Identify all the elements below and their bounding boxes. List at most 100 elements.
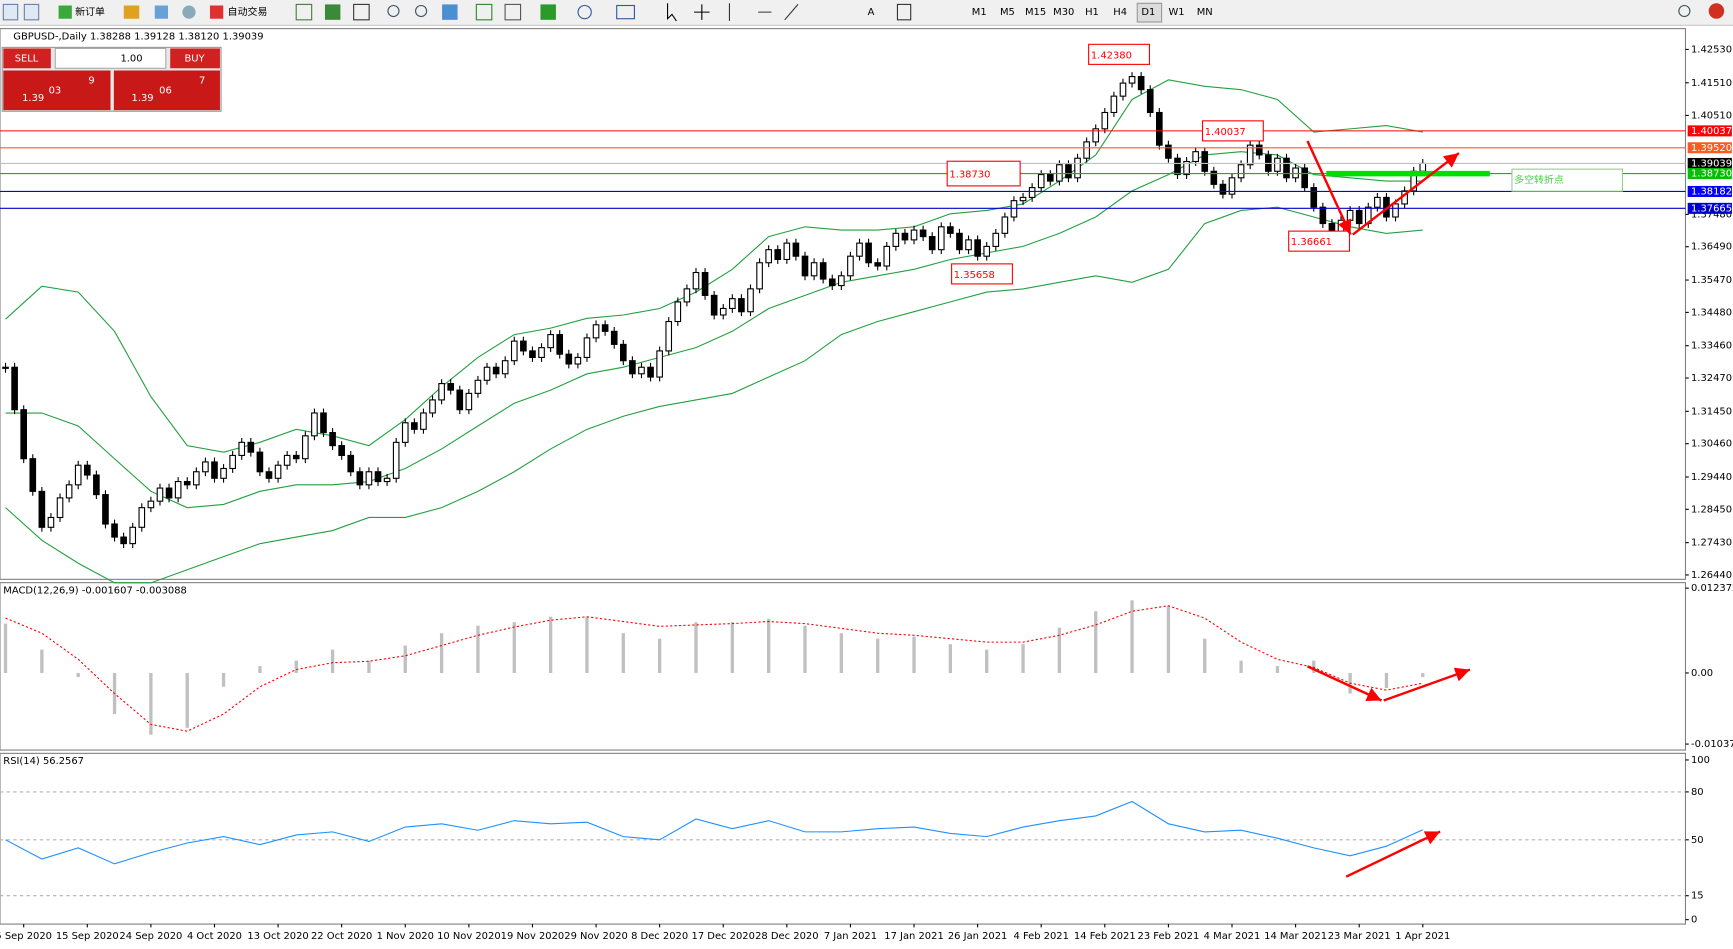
timeframe-button[interactable]: MN (1197, 7, 1213, 18)
candle (865, 242, 872, 264)
candle (256, 451, 264, 473)
y-tick-label: 1.26440 (1691, 570, 1732, 581)
timeframe-button[interactable]: D1 (1141, 7, 1155, 18)
candle (1165, 144, 1172, 159)
y-tick-label: 1.31450 (1691, 406, 1732, 417)
y-tick-label: 1.34480 (1691, 307, 1732, 318)
candle (792, 242, 800, 257)
candle (956, 232, 963, 251)
candle (937, 226, 945, 251)
new-order-button[interactable]: 新订单 (75, 5, 105, 18)
candle (283, 454, 291, 466)
sell-button[interactable] (3, 48, 51, 69)
auto-trading-button[interactable]: 自动交易 (228, 5, 268, 18)
candle (1292, 167, 1299, 179)
candle (1174, 157, 1181, 176)
macd-bar (985, 649, 989, 673)
ask-pips: 06 (159, 85, 172, 96)
candle (1028, 187, 1036, 198)
candle (265, 471, 273, 479)
candle (701, 271, 709, 296)
x-tick-label: 17 Dec 2020 (692, 931, 755, 942)
ask-big: 1.39 (132, 93, 154, 104)
timeframe-button[interactable]: W1 (1168, 7, 1184, 18)
candle (983, 245, 991, 257)
y-tick-label: 1.32470 (1691, 373, 1732, 384)
price-annotation-box (1288, 230, 1351, 252)
candle (102, 494, 109, 525)
timeframe-button[interactable]: M15 (1025, 7, 1046, 18)
buy-label[interactable]: BUY (184, 53, 205, 64)
candle (292, 454, 300, 460)
timeframe-button[interactable]: H1 (1085, 7, 1099, 18)
macd-bar (258, 666, 262, 673)
candle (74, 464, 82, 486)
candle (1319, 206, 1327, 225)
y-tick-label: 1.41510 (1691, 78, 1732, 89)
price-annotation-box (951, 263, 1013, 285)
candle (93, 474, 100, 496)
candle (183, 481, 191, 486)
y-tick-label: 50 (1691, 835, 1704, 846)
level-label: 1.38182 (1691, 186, 1732, 197)
candle (1083, 141, 1090, 159)
candle (556, 334, 564, 355)
timeframe-button[interactable]: M1 (972, 7, 987, 18)
candle (1219, 183, 1227, 195)
candle (1065, 164, 1072, 179)
candle (438, 383, 445, 401)
level-tag (1687, 202, 1732, 214)
price-annotation: 1.42380 (1091, 50, 1132, 61)
timeframe-button[interactable]: M5 (1000, 7, 1015, 18)
candle (1310, 187, 1318, 208)
x-tick-label: 4 Oct 2020 (187, 931, 242, 942)
candle (447, 383, 455, 391)
candle (1237, 164, 1245, 179)
candle (229, 454, 236, 470)
candle (638, 366, 645, 375)
x-tick-label: 5 Sep 2020 (0, 931, 52, 942)
candle (138, 507, 146, 528)
candle (1192, 151, 1199, 163)
macd-bar (1057, 627, 1062, 673)
candle (274, 464, 282, 479)
candle (583, 337, 591, 358)
timeframe-active (1136, 2, 1163, 23)
y-tick-label: 1.35470 (1691, 275, 1732, 286)
macd-bar (512, 622, 516, 673)
candle (65, 484, 73, 499)
x-tick-label: 15 Sep 2020 (56, 931, 119, 942)
candle (129, 526, 137, 545)
candle (29, 458, 37, 492)
buy-button[interactable] (170, 48, 220, 69)
price-annotation: 1.35658 (954, 270, 995, 281)
candle (156, 487, 164, 502)
timeframe-button[interactable]: H4 (1113, 7, 1127, 18)
x-tick-label: 4 Feb 2021 (1013, 931, 1068, 942)
bid-box[interactable] (3, 70, 111, 111)
candle (592, 324, 600, 339)
bid-pips: 03 (49, 85, 62, 96)
level-label: 1.39039 (1691, 158, 1732, 169)
timeframe-button[interactable]: M30 (1053, 7, 1074, 18)
candle (192, 471, 200, 486)
y-tick-label: 1.36490 (1691, 242, 1732, 253)
level-label: 1.38730 (1691, 169, 1732, 180)
price-annotation-box (1201, 120, 1264, 142)
x-tick-label: 14 Feb 2021 (1074, 931, 1136, 942)
lots-input[interactable] (54, 47, 167, 69)
sell-label[interactable]: SELL (15, 53, 39, 64)
candle (311, 412, 318, 437)
ask-box[interactable] (113, 70, 220, 111)
main-pane (0, 28, 1687, 580)
candle (965, 239, 972, 251)
candle (974, 239, 981, 257)
lots-value[interactable]: 1.00 (120, 53, 142, 64)
macd-bar (912, 636, 916, 673)
candle (374, 471, 382, 483)
bid-big: 1.39 (22, 93, 44, 104)
candle (220, 467, 227, 479)
level-label: 1.40037 (1691, 126, 1732, 137)
candle (1128, 76, 1136, 84)
